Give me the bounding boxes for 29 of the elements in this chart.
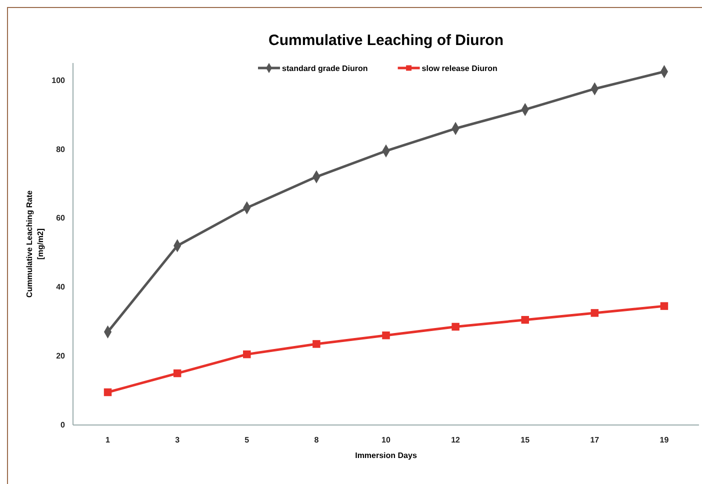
point: [521, 316, 529, 324]
x-tick-label: 15: [520, 436, 530, 445]
x-axis-title: Immersion Days: [355, 451, 418, 460]
x-tick-label: 19: [660, 436, 670, 445]
y-tick-label: 100: [52, 76, 66, 85]
y-tick-label: 40: [56, 282, 66, 292]
y-axis-title: Cummulative Leaching Rate [mg/m2]: [25, 190, 45, 298]
point: [660, 302, 668, 310]
y-tick-label: 60: [56, 214, 66, 223]
point: [104, 388, 112, 396]
chart-title: Cummulative Leaching of Diuron: [268, 32, 504, 49]
legend-label: slow release Diuron: [422, 64, 498, 73]
x-tick-label: 5: [244, 436, 250, 445]
legend-label: standard grade Diuron: [282, 64, 368, 73]
x-tick-label: 8: [314, 436, 320, 445]
point: [452, 322, 460, 331]
x-tick-label: 17: [590, 436, 600, 445]
x-tick-label: 10: [382, 436, 391, 445]
x-tick-label: 1: [106, 436, 111, 445]
point: [382, 331, 390, 340]
point: [590, 309, 599, 317]
x-tick-label: 12: [451, 436, 461, 445]
point: [173, 369, 182, 378]
y-tick-label: 0: [60, 420, 66, 430]
y-tick-label: 80: [56, 144, 66, 154]
x-tick-label: 3: [175, 436, 180, 445]
point: [243, 350, 251, 358]
point: [312, 340, 320, 348]
y-tick-label: 20: [56, 352, 66, 361]
